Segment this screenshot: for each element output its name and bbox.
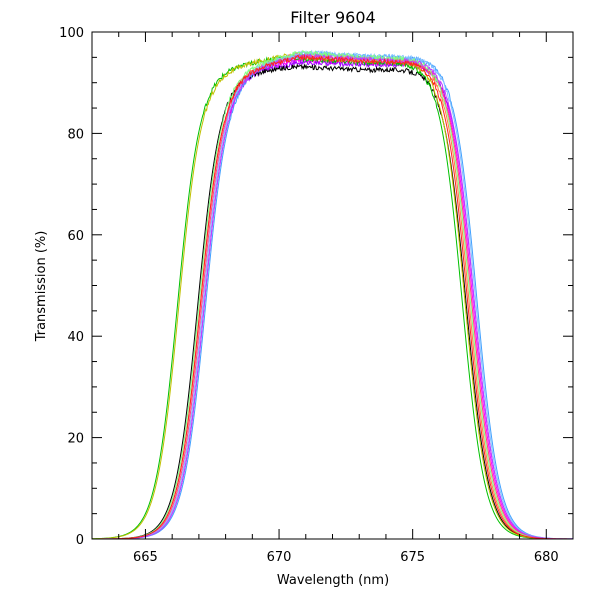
x-tick-label: 670 — [267, 550, 292, 565]
y-tick-label: 0 — [76, 533, 84, 548]
series-line-9 — [91, 49, 574, 540]
y-tick-label: 100 — [59, 26, 84, 41]
series-line-10 — [91, 49, 573, 540]
series-line-1 — [91, 55, 574, 540]
series-line-3 — [92, 63, 574, 540]
series-line-2 — [92, 58, 574, 540]
series-line-7 — [92, 50, 574, 540]
series-line-11 — [92, 52, 574, 540]
y-axis-label: Transmission (%) — [34, 231, 49, 343]
y-tick-label: 80 — [67, 127, 84, 142]
x-tick-label: 680 — [534, 550, 559, 565]
x-axis-label: Wavelength (nm) — [277, 573, 389, 588]
x-tick-label: 665 — [133, 550, 158, 565]
series-line-4 — [91, 54, 574, 540]
plot-frame — [91, 31, 574, 540]
series-line-8 — [92, 52, 573, 540]
series-layer — [91, 49, 574, 540]
series-line-6 — [92, 51, 574, 540]
axes-layer: 665 670 675 680 0 20 40 60 80 100 — [59, 26, 574, 565]
chart-title: Filter 9604 — [290, 8, 375, 27]
y-tick-label: 60 — [67, 229, 84, 244]
y-tick-label: 20 — [67, 432, 84, 447]
series-line-5 — [91, 53, 573, 540]
y-tick-label: 40 — [67, 330, 84, 345]
series-line-12 — [92, 54, 573, 540]
x-tick-label: 675 — [400, 550, 425, 565]
